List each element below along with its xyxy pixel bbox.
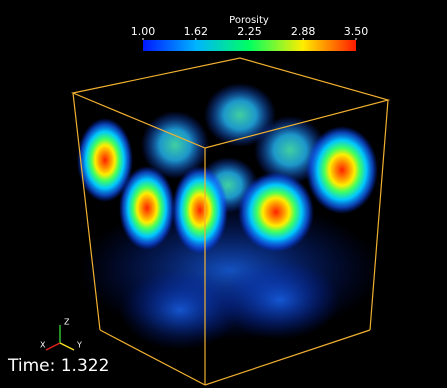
tick-label: 2.25 [237, 25, 262, 38]
axis-label: Z [64, 318, 70, 327]
axes-triad: Z X Y [40, 318, 82, 351]
colorbar [143, 40, 356, 51]
volume [77, 83, 380, 350]
axis-label: Y [76, 341, 82, 350]
tick-label: 1.00 [131, 25, 156, 38]
axis-label: X [40, 341, 46, 350]
tick-label: 3.50 [344, 25, 369, 38]
tick-label: 1.62 [184, 25, 209, 38]
tick-label: 2.88 [291, 25, 316, 38]
page: Porosity 1.001.622.252.883.50 Z X Y Time… [0, 0, 447, 388]
time-label: Time: 1.322 [7, 356, 109, 376]
render-view: Porosity 1.001.622.252.883.50 Z X Y Time… [0, 0, 447, 388]
